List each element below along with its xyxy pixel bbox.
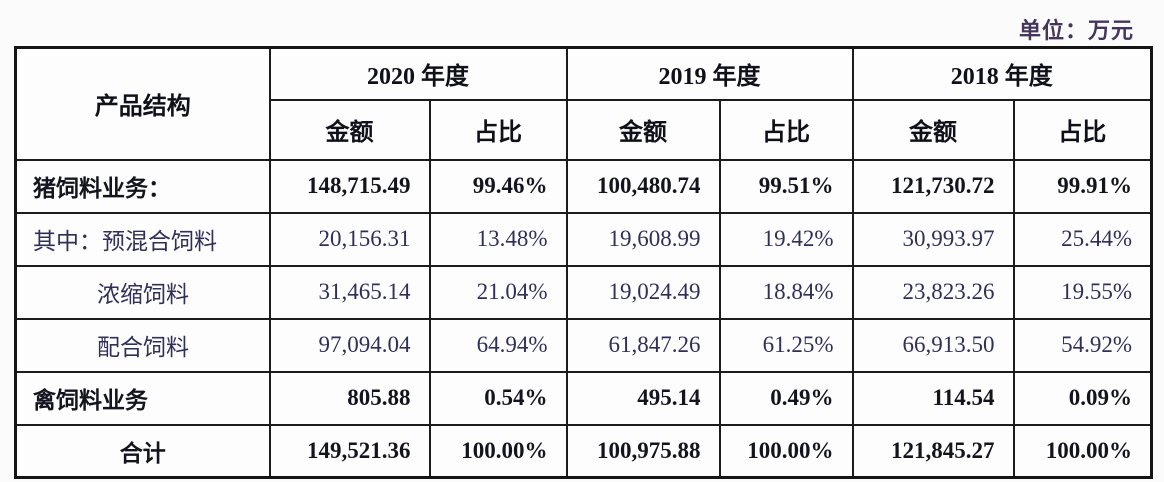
subheader-amount-2020: 金额 xyxy=(268,98,431,161)
cell-ratio-2018: 19.55% xyxy=(1012,264,1153,320)
subheader-amount-2019: 金额 xyxy=(565,98,721,161)
cell-amount-2018: 121,845.27 xyxy=(851,423,1015,479)
subheader-amount-2018: 金额 xyxy=(851,98,1015,161)
cell-amount-2020: 149,521.36 xyxy=(268,423,431,479)
cell-ratio-2020: 100.00% xyxy=(428,423,568,479)
cell-amount-2020: 97,094.04 xyxy=(268,317,431,373)
cell-amount-2019: 61,847.26 xyxy=(565,317,721,373)
header-row-subcolumns: 金额 占比 金额 占比 金额 占比 xyxy=(16,98,1153,161)
cell-amount-2019: 100,480.74 xyxy=(565,158,721,214)
column-header-year-2019: 2019 年度 xyxy=(565,46,854,101)
column-header-year-2018: 2018 年度 xyxy=(851,46,1153,101)
subheader-ratio-2018: 占比 xyxy=(1012,98,1153,161)
cell-ratio-2019: 100.00% xyxy=(718,423,854,479)
column-header-product-structure: 产品结构 xyxy=(14,46,271,161)
cell-ratio-2019: 18.84% xyxy=(718,264,854,320)
cell-ratio-2018: 54.92% xyxy=(1012,317,1153,373)
row-label: 浓缩饲料 xyxy=(14,264,271,320)
cell-amount-2019: 19,024.49 xyxy=(565,264,721,320)
table-row-poultry-feed: 禽饲料业务 805.88 0.54% 495.14 0.49% 114.54 0… xyxy=(14,370,1153,426)
cell-ratio-2018: 0.09% xyxy=(1012,370,1153,426)
cell-amount-2019: 495.14 xyxy=(565,370,721,426)
cell-ratio-2019: 19.42% xyxy=(718,211,854,267)
cell-amount-2018: 114.54 xyxy=(851,370,1015,426)
row-label: 猪饲料业务： xyxy=(14,158,271,214)
unit-label: 单位：万元 xyxy=(1018,18,1134,43)
cell-amount-2019: 100,975.88 xyxy=(565,423,721,479)
cell-ratio-2018: 99.91% xyxy=(1012,158,1153,214)
cell-amount-2020: 31,465.14 xyxy=(268,264,431,320)
cell-amount-2018: 66,913.50 xyxy=(851,317,1015,373)
cell-ratio-2020: 21.04% xyxy=(428,264,568,320)
cell-ratio-2019: 99.51% xyxy=(718,158,854,214)
cell-amount-2019: 19,608.99 xyxy=(565,211,721,267)
cell-amount-2018: 23,823.26 xyxy=(851,264,1015,320)
header-row-years: 产品结构 2020 年度 2019 年度 2018 年度 xyxy=(14,46,1153,161)
row-label: 其中：预混合饲料 xyxy=(14,211,271,267)
table-row-total: 合计 149,521.36 100.00% 100,975.88 100.00%… xyxy=(14,423,1153,479)
cell-amount-2018: 30,993.97 xyxy=(851,211,1015,267)
cell-amount-2018: 121,730.72 xyxy=(851,158,1015,214)
cell-amount-2020: 148,715.49 xyxy=(268,158,431,214)
table-row-premix-feed: 其中：预混合饲料 20,156.31 13.48% 19,608.99 19.4… xyxy=(14,211,1153,267)
product-structure-table: 产品结构 2020 年度 2019 年度 2018 年度 金额 占比 金额 占比… xyxy=(14,46,1153,479)
row-label: 禽饲料业务 xyxy=(14,370,271,426)
cell-amount-2020: 20,156.31 xyxy=(268,211,431,267)
cell-ratio-2019: 61.25% xyxy=(718,317,854,373)
cell-ratio-2020: 13.48% xyxy=(428,211,568,267)
table-row-pig-feed: 猪饲料业务： 148,715.49 99.46% 100,480.74 99.5… xyxy=(14,158,1153,214)
cell-ratio-2020: 64.94% xyxy=(428,317,568,373)
table-row-concentrated-feed: 浓缩饲料 31,465.14 21.04% 19,024.49 18.84% 2… xyxy=(14,264,1153,320)
cell-ratio-2018: 25.44% xyxy=(1012,211,1153,267)
table-row-compound-feed: 配合饲料 97,094.04 64.94% 61,847.26 61.25% 6… xyxy=(14,317,1153,373)
subheader-ratio-2020: 占比 xyxy=(428,98,568,161)
row-label: 合计 xyxy=(14,423,271,479)
cell-ratio-2020: 0.54% xyxy=(428,370,568,426)
column-header-year-2020: 2020 年度 xyxy=(268,46,568,101)
cell-amount-2020: 805.88 xyxy=(268,370,431,426)
row-label: 配合饲料 xyxy=(14,317,271,373)
subheader-ratio-2019: 占比 xyxy=(718,98,854,161)
cell-ratio-2019: 0.49% xyxy=(718,370,854,426)
cell-ratio-2020: 99.46% xyxy=(428,158,568,214)
cell-ratio-2018: 100.00% xyxy=(1012,423,1153,479)
